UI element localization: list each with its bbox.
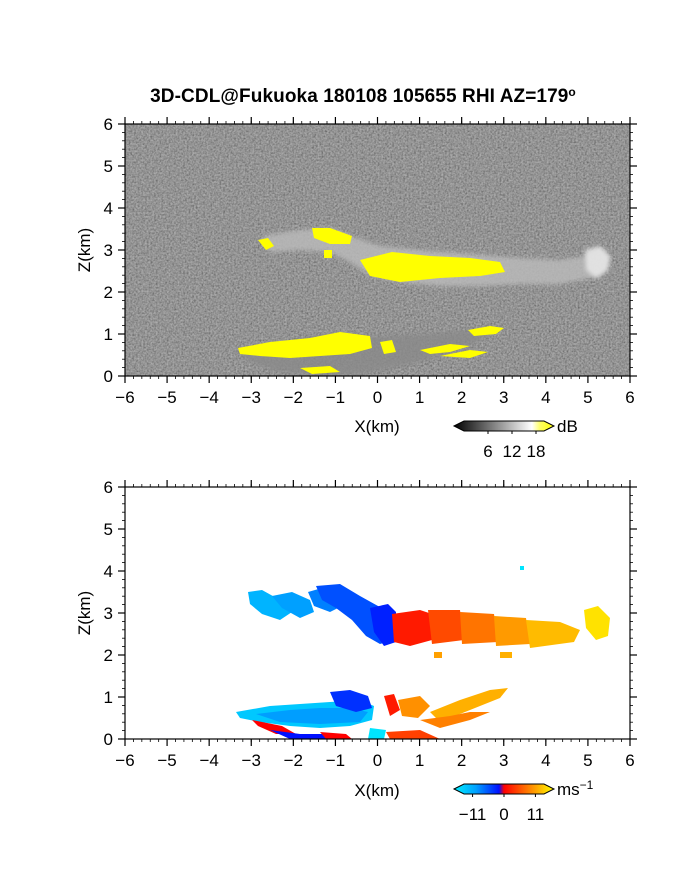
- colorbar-unit: ms−1: [557, 778, 594, 799]
- x-tick-label: −6: [115, 388, 134, 407]
- x-tick-label: −3: [242, 388, 261, 407]
- colorbar-tick-label: 12: [503, 442, 522, 461]
- x-tick-label: −5: [157, 751, 176, 770]
- y-tick-label: 2: [104, 646, 113, 665]
- snr-colorbar: 6 12 18 dB: [452, 417, 578, 461]
- velocity-echo-upper-positive-bands: [392, 566, 610, 658]
- snr-echo-yellow: [238, 228, 505, 374]
- x-tick-label: 5: [583, 388, 592, 407]
- y-tick-label: 0: [104, 730, 113, 749]
- colorbar-tick-label: 11: [527, 805, 545, 824]
- y-tick-label: 6: [104, 115, 113, 134]
- snr-y-axis-label: Z(km): [75, 228, 94, 272]
- x-tick-label: −2: [284, 388, 303, 407]
- x-tick-label: −4: [199, 388, 218, 407]
- snr-echoes: [236, 228, 610, 376]
- x-tick-label: 2: [457, 388, 466, 407]
- x-tick-label: 4: [541, 388, 550, 407]
- velocity-echoes: [236, 566, 610, 739]
- velocity-x-axis-label: X(km): [354, 781, 399, 800]
- colorbar-unit: dB: [557, 417, 578, 436]
- colorbar-tick-label: −11: [459, 805, 487, 824]
- degree-mark: o: [568, 85, 576, 99]
- x-tick-label: 1: [415, 388, 424, 407]
- velocity-colorbar: −11 0 11 ms−1: [452, 778, 594, 824]
- velocity-x-axis: −6 −5 −4 −3 −2 −1 0 1 2 3 4 5 6: [115, 480, 635, 770]
- y-tick-label: 4: [104, 562, 113, 581]
- x-tick-label: −1: [326, 751, 345, 770]
- y-tick-label: 5: [104, 520, 113, 539]
- y-tick-label: 3: [104, 604, 113, 623]
- x-tick-label: 3: [499, 388, 508, 407]
- y-tick-label: 5: [104, 157, 113, 176]
- y-tick-label: 2: [104, 283, 113, 302]
- velocity-y-axis-label: Z(km): [75, 591, 94, 635]
- y-tick-label: 3: [104, 241, 113, 260]
- y-tick-label: 0: [104, 367, 113, 386]
- x-tick-label: 6: [625, 388, 634, 407]
- x-tick-label: 4: [541, 751, 550, 770]
- x-tick-label: 6: [625, 751, 634, 770]
- colorbar-tick-label: 6: [483, 442, 492, 461]
- colorbar-tick-label: 18: [527, 442, 546, 461]
- colorbar-tick-label: 0: [499, 805, 508, 824]
- velocity-y-axis: 0 1 2 3 4 5 6: [104, 478, 637, 749]
- x-tick-label: −2: [284, 751, 303, 770]
- x-tick-label: −4: [199, 751, 218, 770]
- x-tick-label: 5: [583, 751, 592, 770]
- snr-echo-edge-grey: [585, 246, 610, 278]
- x-tick-label: 1: [415, 751, 424, 770]
- velocity-echo-lower: [236, 688, 508, 739]
- x-tick-label: −3: [242, 751, 261, 770]
- x-tick-label: −6: [115, 751, 134, 770]
- x-tick-label: 2: [457, 751, 466, 770]
- chart-title: 3D-CDL@Fukuoka 180108 105655 RHI AZ=179o: [150, 85, 576, 107]
- y-tick-label: 1: [104, 688, 113, 707]
- x-tick-label: 0: [373, 388, 382, 407]
- y-tick-label: 6: [104, 478, 113, 497]
- x-tick-label: 0: [373, 751, 382, 770]
- y-tick-label: 4: [104, 199, 113, 218]
- x-tick-label: 3: [499, 751, 508, 770]
- y-tick-label: 1: [104, 325, 113, 344]
- x-tick-label: −1: [326, 388, 345, 407]
- snr-x-axis: −6 −5 −4 −3 −2 −1 0 1 2 3 4 5 6: [115, 117, 635, 407]
- x-tick-label: −5: [157, 388, 176, 407]
- snr-y-axis: 0 1 2 3 4 5 6: [104, 115, 637, 386]
- velocity-echo-upper-negative: [248, 584, 396, 646]
- snr-x-axis-label: X(km): [354, 417, 399, 436]
